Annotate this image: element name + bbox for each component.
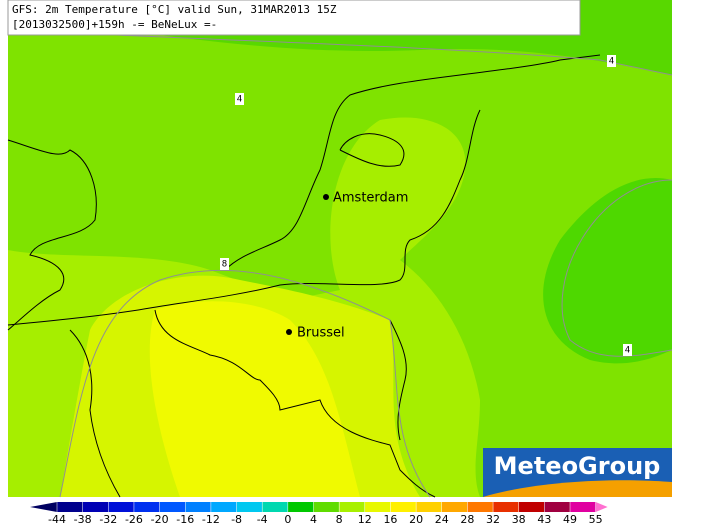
city-label: Brussel — [297, 326, 345, 341]
legend-tick-label: 4 — [310, 513, 317, 525]
legend-tick-label: -4 — [257, 513, 268, 525]
legend-swatch — [313, 502, 340, 512]
legend-swatch — [518, 502, 545, 512]
legend-tick-label: 16 — [383, 513, 397, 525]
coastlines — [7, 54, 601, 498]
legend-tick-label: -26 — [125, 513, 143, 525]
city-label: Amsterdam — [333, 191, 408, 206]
contour-labels: 4 4 8 4 — [220, 55, 632, 356]
legend-arrow — [595, 502, 608, 512]
legend-swatch — [570, 502, 596, 512]
legend-tick-label: 24 — [435, 513, 449, 525]
legend-swatch — [493, 502, 519, 512]
legend-tick-label: 12 — [358, 513, 372, 525]
cool-zone — [543, 178, 672, 364]
warmest-zone — [149, 301, 360, 497]
legend-tick-label: -20 — [151, 513, 169, 525]
legend-swatch — [287, 502, 314, 512]
legend-tick-label: -38 — [74, 513, 92, 525]
logo: MeteoGroup — [483, 448, 672, 497]
legend-swatch — [210, 502, 237, 512]
city-marker — [286, 329, 292, 335]
legend-swatch — [416, 502, 442, 512]
legend-arrow — [30, 502, 57, 512]
contour-label: 4 — [625, 346, 630, 356]
label-box — [623, 344, 632, 356]
map: 4 4 8 4 Amsterdam Brussel MeteoGroup — [7, 0, 673, 498]
legend-swatch — [57, 502, 83, 512]
legend-tick-label: 55 — [589, 513, 603, 525]
legend-tick-label: -16 — [176, 513, 194, 525]
legend-swatch — [364, 502, 391, 512]
legend-tick-label: 49 — [563, 513, 577, 525]
legend-tick-label: -8 — [231, 513, 242, 525]
logo-text: MeteoGroup — [494, 452, 661, 480]
legend-tick-label: 0 — [284, 513, 291, 525]
legend-swatch — [262, 502, 288, 512]
contour-label: 8 — [222, 260, 227, 270]
legend-swatch — [108, 502, 134, 512]
legend-tick-label: -44 — [48, 513, 66, 525]
legend-swatch — [441, 502, 468, 512]
label-box — [607, 55, 616, 67]
legend-tick-label: -12 — [202, 513, 220, 525]
legend-swatch — [544, 502, 570, 512]
legend-swatch — [390, 502, 417, 512]
contour-label: 4 — [609, 57, 614, 67]
contour-label: 4 — [237, 95, 242, 105]
legend-swatch — [159, 502, 186, 512]
legend-swatch — [467, 502, 494, 512]
header-box — [7, 0, 581, 36]
legend-swatch — [133, 502, 160, 512]
legend-swatch — [236, 502, 263, 512]
legend-tick-label: 38 — [512, 513, 526, 525]
legend-tick-label: 20 — [409, 513, 423, 525]
legend-swatch — [339, 502, 365, 512]
city-marker — [323, 194, 329, 200]
legend: -44 -38 -32 -26 -20 -16 -12 -8 -4 0 4 8 12 16 20 24 28 32… — [30, 502, 608, 526]
label-box — [235, 93, 244, 105]
header-line: GFS: 2m Temperature [°C] valid Sun, 31MA… — [12, 3, 337, 16]
legend-tick-label: 43 — [537, 513, 551, 525]
legend-tick-label: 8 — [336, 513, 343, 525]
legend-tick-label: 32 — [486, 513, 500, 525]
legend-tick-label: 28 — [460, 513, 474, 525]
legend-swatch — [185, 502, 211, 512]
header-line: [2013032500]+159h -= BeNeLux =- — [12, 18, 217, 31]
legend-tick-label: -32 — [99, 513, 117, 525]
legend-swatch — [82, 502, 109, 512]
logo-swoosh — [483, 480, 672, 497]
label-box — [220, 258, 229, 270]
